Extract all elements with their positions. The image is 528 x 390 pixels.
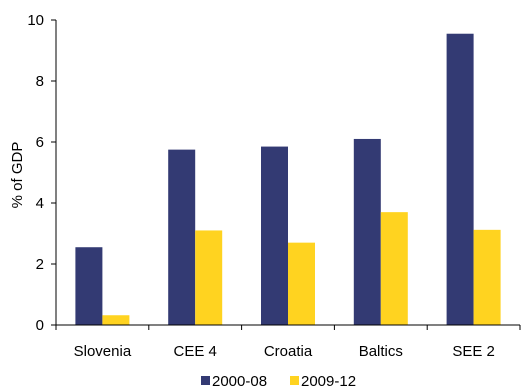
y-tick-label: 4 (36, 195, 44, 212)
x-tick-label: SEE 2 (452, 343, 495, 360)
legend: 2000-08 2009-12 (201, 373, 356, 390)
legend-label: 2009-12 (301, 373, 356, 390)
x-tick-label: Croatia (264, 343, 313, 360)
y-tick-label: 2 (36, 256, 44, 273)
bar-2009-12-croatia (288, 242, 315, 325)
y-axis-title: % of GDP (9, 142, 26, 209)
bar-2009-12-cee-4 (195, 230, 223, 325)
legend-label: 2000-08 (212, 373, 267, 390)
x-tick-label: Slovenia (74, 343, 132, 360)
bar-2009-12-slovenia (102, 315, 130, 325)
x-tick-label: Baltics (359, 343, 403, 360)
bar-2000-08-croatia (261, 146, 288, 325)
bar-2009-12-see-2 (473, 229, 501, 325)
y-tick-label: 6 (36, 134, 44, 151)
bar-2000-08-slovenia (75, 247, 103, 325)
y-tick-label: 10 (27, 12, 44, 29)
bars (75, 33, 501, 325)
y-tick-label: 8 (36, 73, 44, 90)
legend-swatch (290, 376, 299, 385)
x-axis-ticks: Slovenia CEE 4 Croatia Baltics SEE 2 (55, 325, 521, 360)
legend-swatch (201, 376, 210, 385)
y-axis-ticks: 0 2 4 6 8 10 (27, 12, 56, 334)
bar-2000-08-cee-4 (168, 149, 196, 325)
bar-2009-12-baltics (380, 212, 408, 325)
bar-2000-08-baltics (353, 138, 381, 325)
bar-2000-08-see-2 (446, 33, 474, 325)
y-tick-label: 0 (36, 317, 44, 334)
x-tick-label: CEE 4 (174, 343, 217, 360)
